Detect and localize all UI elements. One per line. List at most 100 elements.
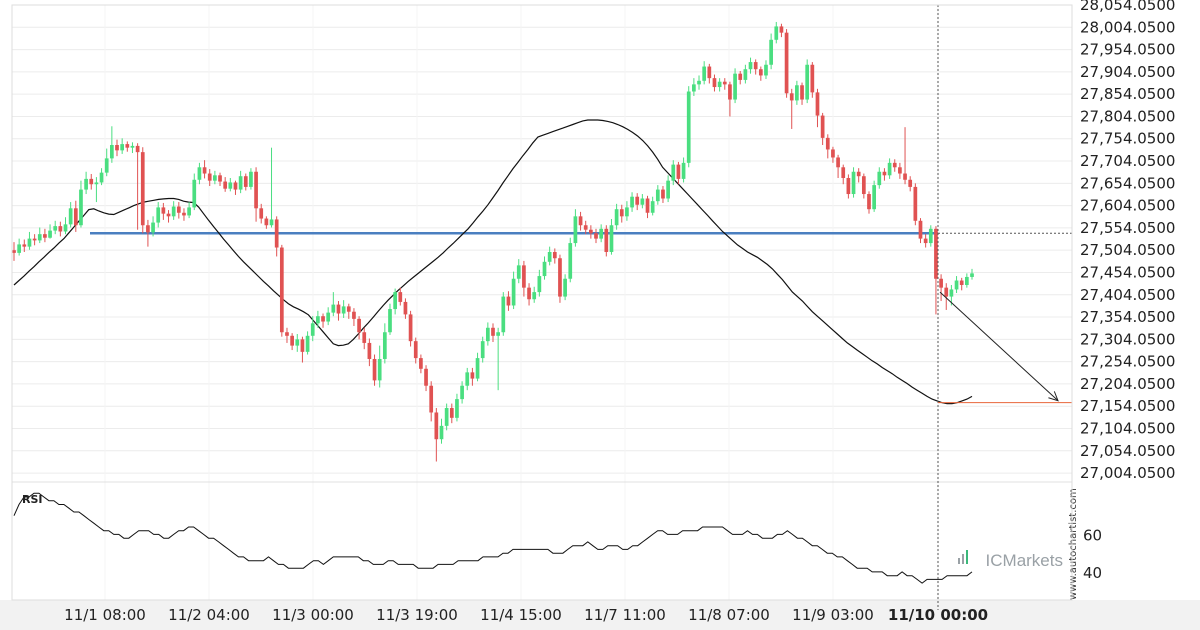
- candle-body: [470, 372, 475, 379]
- candle: [485, 322, 490, 346]
- candle: [460, 381, 464, 404]
- candle-body: [249, 171, 253, 187]
- candle-body: [336, 304, 341, 314]
- candle-body: [764, 64, 768, 76]
- candle-body: [841, 167, 846, 178]
- candle: [79, 180, 83, 228]
- candle: [110, 126, 114, 163]
- candle: [552, 248, 557, 264]
- candle-body: [743, 69, 748, 80]
- candle: [970, 268, 974, 280]
- candle: [228, 177, 233, 192]
- candle-body: [944, 287, 949, 297]
- candle: [522, 260, 526, 297]
- candle: [537, 269, 542, 297]
- candle: [609, 219, 614, 255]
- candle: [748, 57, 753, 74]
- candle: [872, 180, 876, 212]
- candle-body: [58, 226, 63, 232]
- candle-body: [501, 296, 506, 333]
- candle: [676, 161, 681, 185]
- candle-body: [707, 66, 712, 79]
- candle: [738, 70, 743, 85]
- candle: [413, 337, 418, 364]
- candle-body: [738, 73, 743, 80]
- candle-body: [460, 385, 464, 400]
- candle: [37, 227, 42, 244]
- candle-body: [568, 243, 573, 279]
- y-tick-label: 27,404.0500: [1080, 286, 1175, 304]
- candle-body: [831, 149, 835, 158]
- candle-body: [99, 172, 104, 183]
- candle: [382, 323, 387, 364]
- rsi-tick-label: 40: [1083, 564, 1102, 582]
- candle-body: [444, 408, 449, 426]
- candle: [151, 216, 155, 237]
- candle-body: [300, 339, 305, 352]
- candle: [774, 21, 779, 44]
- candle-body: [53, 226, 58, 231]
- candle-body: [846, 177, 851, 195]
- candle-body: [424, 368, 428, 386]
- candle-body: [73, 208, 78, 226]
- candle: [207, 169, 212, 187]
- candle: [583, 220, 588, 235]
- plot-frame: [11, 4, 1073, 601]
- candle: [928, 225, 933, 247]
- candle: [223, 177, 228, 192]
- x-tick-label: 11/3 00:00: [272, 606, 354, 624]
- candle: [434, 408, 439, 462]
- candle: [542, 256, 547, 280]
- candle: [84, 171, 88, 195]
- candle: [913, 183, 918, 226]
- candle-body: [110, 145, 114, 159]
- candle: [841, 164, 846, 185]
- candle-body: [12, 250, 16, 253]
- candle: [671, 160, 676, 186]
- candle: [846, 174, 851, 199]
- candle-body: [630, 196, 634, 208]
- candle-body: [413, 341, 418, 359]
- candle: [686, 86, 691, 168]
- candle: [233, 180, 238, 195]
- candle-body: [800, 85, 804, 100]
- candle-body: [140, 152, 145, 226]
- candle: [94, 177, 99, 203]
- candle: [666, 175, 670, 203]
- candle: [516, 259, 521, 284]
- candle: [274, 216, 279, 257]
- candle: [898, 162, 902, 179]
- candle: [903, 127, 907, 185]
- candle-body: [115, 145, 119, 151]
- candle-body: [753, 62, 758, 70]
- candle-body: [913, 186, 918, 221]
- x-tick-label: 11/1 08:00: [64, 606, 146, 624]
- candle: [285, 327, 289, 343]
- candle-body: [542, 261, 547, 277]
- candle: [692, 78, 696, 96]
- candle-body: [522, 265, 526, 288]
- candle-body: [290, 335, 294, 346]
- candle-body: [820, 115, 825, 138]
- candle: [104, 148, 109, 177]
- candle-body: [661, 189, 665, 199]
- candle: [58, 221, 63, 237]
- candle: [269, 147, 274, 228]
- y-tick-label: 27,654.0500: [1080, 174, 1175, 192]
- candle-body: [728, 84, 732, 100]
- candle-body: [774, 26, 779, 40]
- candle: [645, 195, 650, 219]
- candle-body: [784, 32, 789, 94]
- candle-body: [712, 78, 717, 88]
- y-axis-panel: [1072, 0, 1200, 630]
- candle-body: [279, 247, 284, 333]
- candle: [882, 168, 887, 181]
- candle: [352, 308, 356, 326]
- candle: [336, 301, 341, 321]
- candle: [290, 333, 294, 351]
- candle-body: [563, 278, 567, 297]
- candle-body: [939, 278, 943, 288]
- candle: [805, 59, 810, 104]
- candle: [156, 202, 161, 228]
